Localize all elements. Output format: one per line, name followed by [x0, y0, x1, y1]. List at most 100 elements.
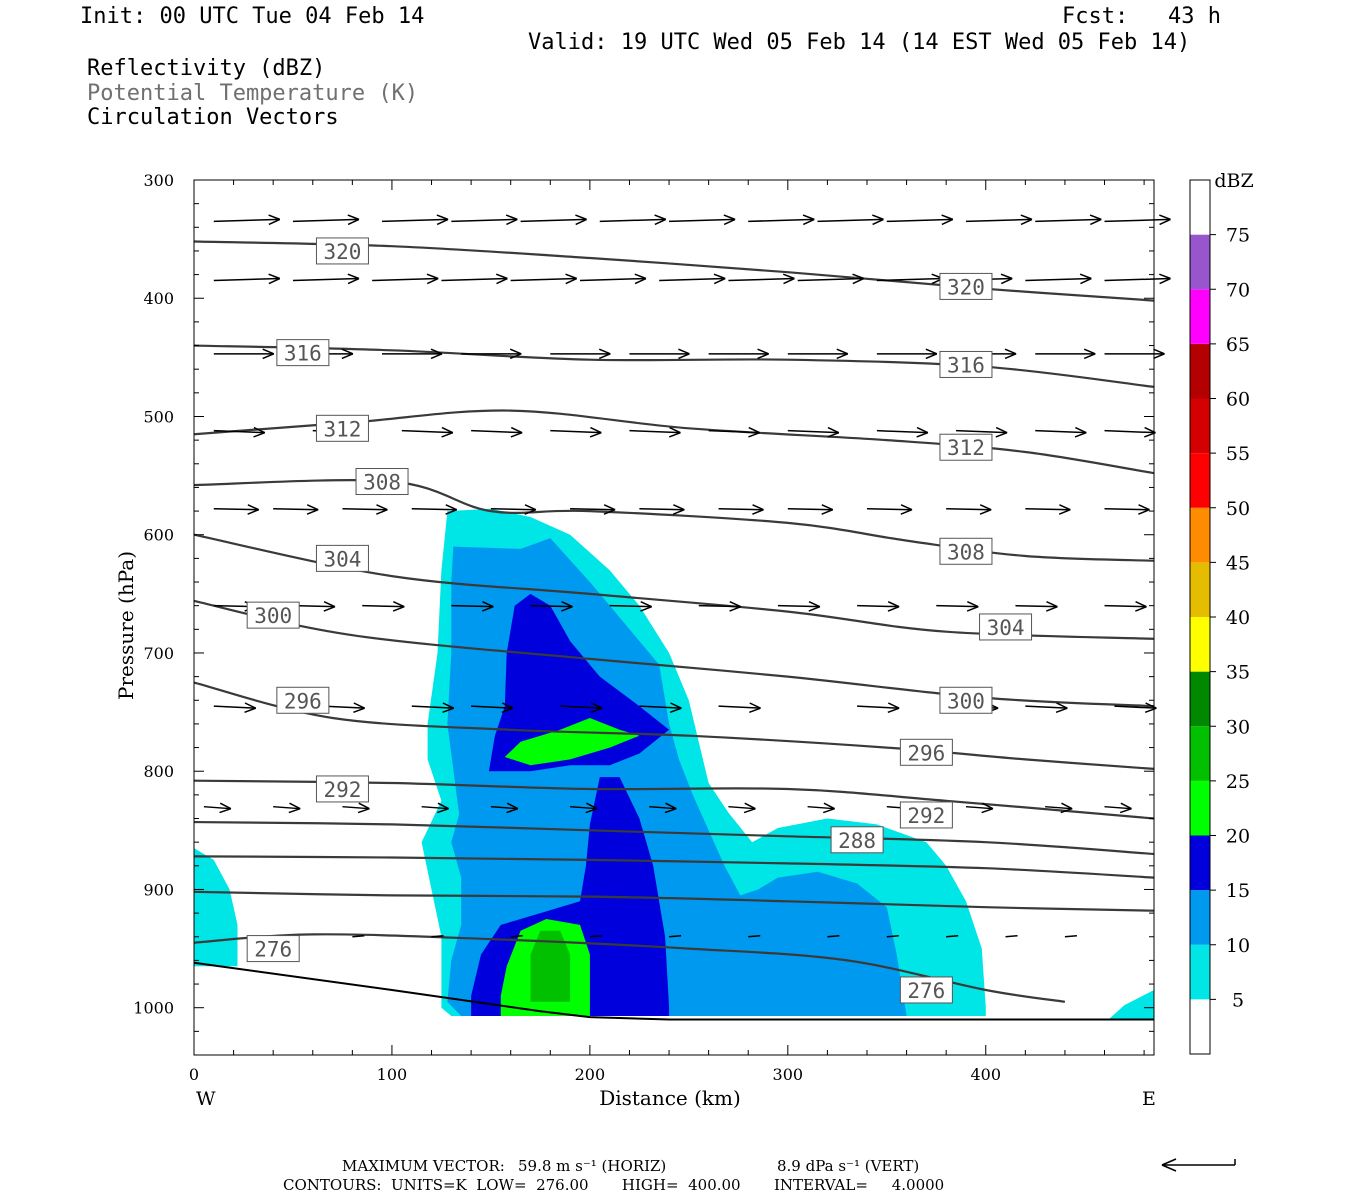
vector-head	[505, 214, 518, 221]
vector-head	[821, 504, 834, 511]
vector-head	[509, 353, 522, 360]
circulation-vector	[787, 504, 834, 515]
vector-head	[744, 802, 756, 810]
vector-head	[743, 807, 756, 814]
x-axis-label: Distance (km)	[599, 1086, 741, 1110]
contour-label-box-312	[939, 433, 993, 461]
circulation-vector	[669, 214, 736, 226]
vector-head	[723, 214, 736, 221]
vector-head	[436, 214, 449, 221]
vector-head	[358, 802, 370, 810]
circulation-vector	[213, 504, 260, 515]
vector-head	[887, 702, 900, 709]
circulation-vector	[213, 273, 281, 285]
vector-shaft	[589, 935, 602, 938]
vector-head	[941, 218, 954, 226]
colorbar-swatch	[1190, 180, 1210, 235]
circulation-vector	[649, 802, 677, 814]
vector-head	[430, 353, 443, 360]
colorbar-swatch	[1190, 398, 1210, 454]
vector-head	[506, 807, 519, 814]
vector-shaft	[451, 218, 518, 223]
vector-shaft	[550, 429, 602, 434]
vector-shaft	[609, 604, 652, 608]
vector-shaft	[342, 805, 370, 810]
circulation-vector	[421, 802, 449, 814]
contours-info: CONTOURS: UNITS=K LOW= 276.00 HIGH= 400.…	[283, 1176, 945, 1194]
contour-label-box-276	[899, 976, 953, 1004]
vector-head	[262, 353, 275, 360]
circulation-vector	[659, 273, 726, 285]
circulation-vector	[787, 426, 840, 438]
vector-head	[925, 353, 938, 360]
colorbar-label: 55	[1226, 443, 1250, 465]
vector-head	[253, 426, 266, 434]
vector-shaft	[956, 429, 1008, 434]
x-tick-label: 300	[773, 1065, 804, 1084]
vector-head	[1061, 802, 1073, 810]
colorbar-swatch	[1190, 944, 1210, 1000]
vector-head	[376, 509, 388, 515]
vector-head	[430, 348, 443, 355]
vector-shaft	[698, 604, 741, 608]
vector-head	[353, 707, 365, 714]
vector-head	[268, 273, 281, 280]
colorbar-label: 10	[1226, 935, 1250, 957]
vector-shaft	[490, 805, 518, 810]
vector-head	[1020, 218, 1033, 226]
vector-head	[757, 348, 769, 355]
x-tick-label: 200	[575, 1065, 606, 1084]
contour-label-box-304	[315, 544, 369, 572]
colorbar-label: 35	[1226, 662, 1250, 684]
vector-shaft	[1045, 805, 1073, 810]
vector-shaft	[213, 218, 280, 223]
vector-shaft	[213, 277, 280, 282]
vector-head	[575, 214, 587, 221]
circulation-vector	[292, 214, 360, 226]
vector-head	[591, 702, 603, 709]
vector-shaft	[203, 805, 231, 810]
circulation-vector	[362, 601, 405, 612]
y-tick-label: 500	[143, 407, 174, 426]
contour-label-308: 308	[947, 540, 985, 564]
colorbar-swatch	[1190, 562, 1210, 617]
vector-shaft	[273, 805, 301, 810]
vector-shaft	[1015, 604, 1058, 608]
valid-time: Valid: 19 UTC Wed 05 Feb 14 (14 EST Wed …	[528, 30, 1191, 55]
circulation-vector	[857, 702, 900, 714]
terrain-surface	[193, 961, 1154, 1021]
vector-head	[1000, 277, 1013, 285]
circulation-vector	[382, 214, 449, 226]
reflectivity-region-5dbz	[1108, 990, 1154, 1020]
vector-head	[347, 218, 360, 226]
vector-shaft	[1104, 604, 1147, 608]
contour-label-box-304	[979, 613, 1033, 641]
circulation-vector	[965, 214, 1033, 226]
circulation-vector	[668, 935, 682, 938]
contour-label-288: 288	[838, 829, 876, 853]
circulation-vector	[1104, 426, 1156, 438]
vector-head	[575, 218, 587, 226]
contour-label-276: 276	[254, 938, 292, 962]
terrain-line	[193, 961, 1154, 1021]
circulation-vector	[352, 935, 365, 938]
vector-head	[723, 218, 736, 226]
circulation-vector	[827, 935, 840, 938]
circulation-vector	[599, 214, 667, 226]
vector-shaft	[965, 218, 1032, 223]
vector-head	[1074, 431, 1087, 438]
vector-shaft	[530, 604, 573, 608]
circulation-vector	[965, 802, 994, 814]
circulation-vector	[510, 935, 523, 938]
vector-shaft	[787, 507, 833, 511]
vector-head	[219, 802, 232, 810]
circulation-vector	[728, 273, 795, 285]
vector-head	[1055, 707, 1068, 714]
max-vector-horiz: 59.8 m s⁻¹ (HORIZ)	[518, 1157, 667, 1175]
vector-shaft	[560, 705, 603, 709]
vector-head	[510, 426, 523, 434]
vector-head	[481, 605, 494, 612]
circulation-vector	[1025, 273, 1092, 285]
vector-shaft	[797, 277, 864, 282]
colorbar-swatch	[1190, 671, 1210, 727]
